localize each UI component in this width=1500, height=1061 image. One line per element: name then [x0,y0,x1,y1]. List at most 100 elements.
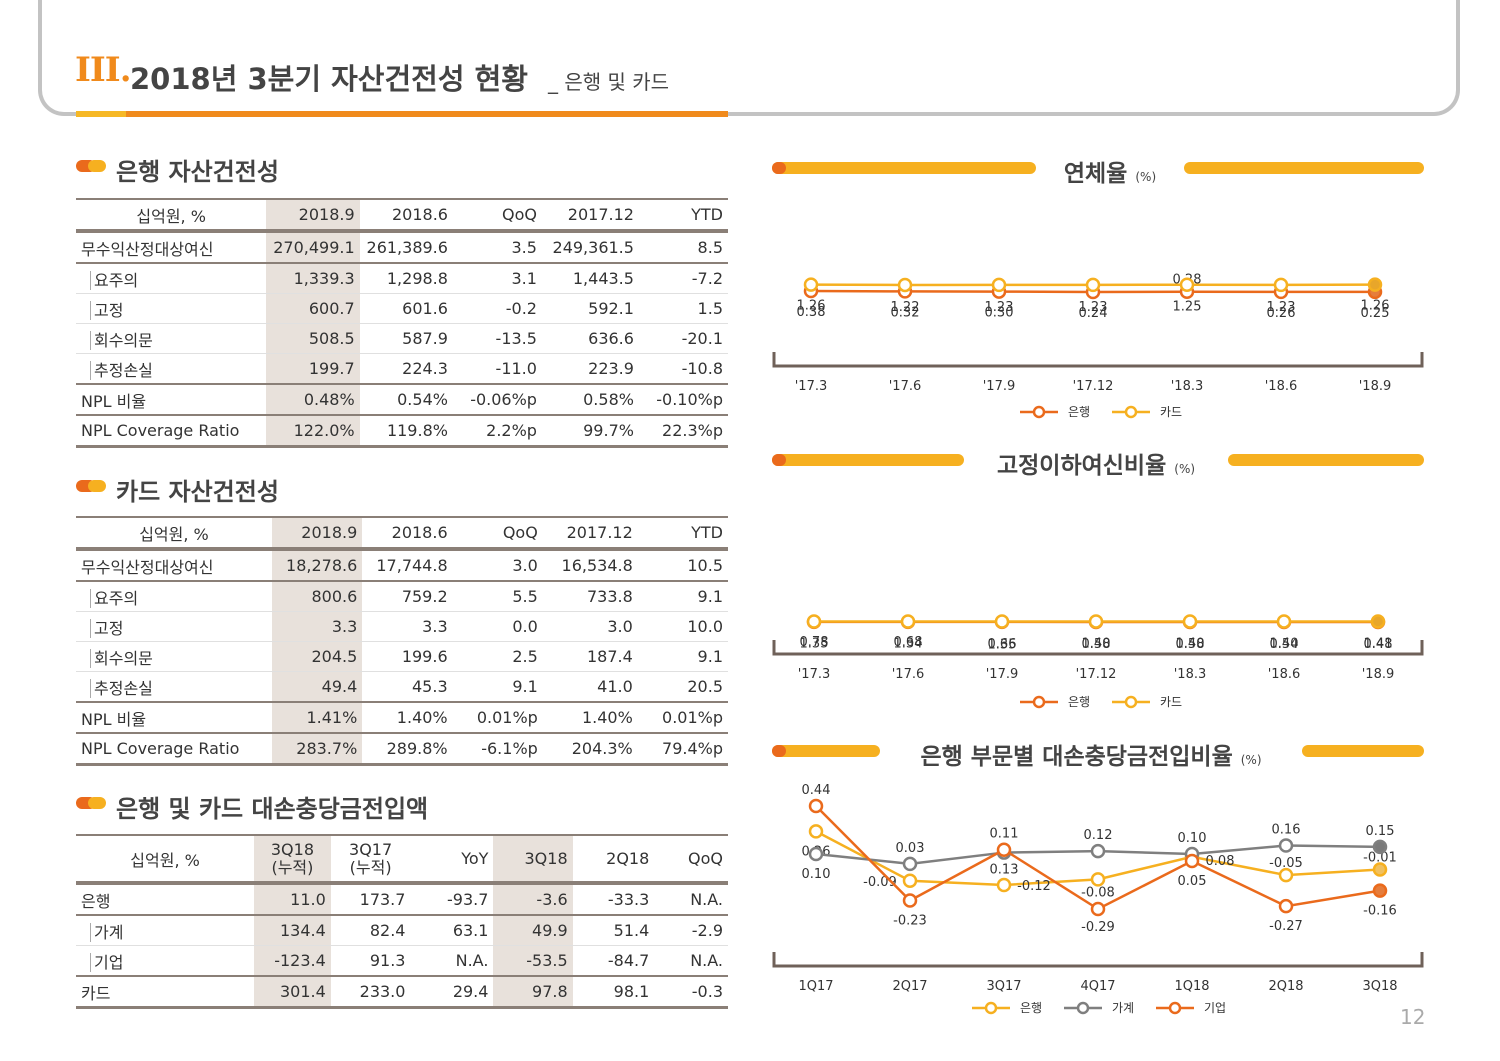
x-tick-label: 1Q18 [1174,979,1209,994]
x-tick-label: 1Q17 [798,979,833,994]
table-cell: N.A. [654,883,728,916]
table-cell: 10.5 [637,549,728,582]
data-point [1278,898,1294,914]
table-cell: 249,361.5 [541,231,639,264]
x-tick-label: '17.6 [892,667,925,682]
credit-cost-chart: 0.26-0.09-0.12-0.080.08-0.05-0.010.100.0… [772,783,1424,1015]
table-row: NPL 비율 0.48% 0.54% -0.06%p 0.58% -0.10%p [76,384,728,416]
data-point [1273,277,1289,293]
data-label: 1.23 [1079,300,1108,315]
section-number: III. [75,50,132,90]
row-label: 추정손실 [76,671,272,703]
legend-marker [1124,695,1138,709]
chart-title-delinquency: 연체율 (%) [1063,161,1157,187]
table-row: 추정손실 49.4 45.3 9.1 41.0 20.5 [76,671,728,703]
header-cell: 십억원, % [76,198,267,233]
header-cell: YTD [637,516,728,551]
legend-label: 카드 [1160,695,1182,709]
table-cell: 134.4 [254,915,331,946]
data-label: 0.24 [1079,306,1108,321]
data-point [1088,614,1104,629]
table-cell: 204.3% [542,733,638,766]
x-tick-label: '17.6 [889,379,922,394]
table-cell: 49.9 [493,915,573,946]
table-cell: 8.5 [638,231,728,264]
legend-label: 은행 [1068,404,1090,419]
data-label: 1.35 [988,637,1017,652]
chart-title-credit-cost: 은행 부문별 대손충당금전입비율 (%) [920,744,1262,770]
data-label: 0.03 [896,841,925,856]
x-tick-label: 3Q18 [1362,979,1397,994]
table-cell: 2.2%p [452,415,542,448]
data-label: 1.25 [1173,300,1202,315]
row-label: 회수의문 [76,323,267,354]
data-point [1367,277,1383,292]
data-point [1372,862,1388,877]
data-point [991,277,1007,293]
data-label: -0.08 [1081,885,1115,900]
table-cell: 3.5 [452,231,542,264]
legend-marker [984,1001,998,1015]
table-cell: 0.54% [359,384,453,416]
table-cell: 1.40% [362,702,453,734]
row-label: NPL Coverage Ratio [76,733,272,766]
title-bar-right [1228,454,1424,466]
row-label: 요주의 [76,581,272,612]
table-cell: 0.0 [452,611,543,642]
bullet-icon [76,160,106,172]
table-row: 추정손실 199.7 224.3 -11.0 223.9 -10.8 [76,353,728,385]
table-cell: -3.6 [493,883,573,916]
data-label: -0.01 [1363,850,1397,865]
x-tick-label: '17.3 [795,379,828,394]
data-point [1372,883,1388,898]
x-tick-label: '17.12 [1076,667,1117,682]
table-cell: -0.06%p [452,384,542,416]
legend-label: 카드 [1160,405,1182,419]
header-cell: QoQ [452,516,543,551]
header-cell: QoQ [654,834,728,885]
table-row: 카드 301.4 233.0 29.4 97.8 98.1 -0.3 [76,976,728,1009]
table-cell: 223.9 [541,353,639,385]
table-cell: 16,534.8 [542,549,638,582]
x-tick-label: 2Q18 [1268,979,1303,994]
table-cell: -20.1 [638,323,728,354]
row-label: 은행 [76,883,255,916]
table-cell: 5.5 [452,581,543,612]
table-cell: 800.6 [271,581,363,612]
data-label: 0.44 [802,783,831,798]
page-title: 2018년 3분기 자산건전성 현황 [130,62,528,96]
x-tick-label: '18.6 [1268,667,1301,682]
table-cell: -53.5 [493,945,573,977]
legend-label: 가계 [1112,1001,1134,1015]
header-cell: 3Q18 [493,834,573,885]
chart-title-npl: 고정이하여신비율 (%) [996,453,1196,479]
npl-ratio-chart: 0.78 0.68 0.66 0.58 0.58 0.54 0.48 1.35 1.34 1.35… [772,614,1424,709]
page-subtitle: _ 은행 및 카드 [548,70,670,94]
bullet-icon [76,480,106,492]
data-point [902,873,918,889]
table-cell: -7.2 [638,263,728,294]
table-cell: 0.01%p [452,702,543,734]
table-cell: -0.3 [654,976,728,1009]
table-cell: 9.1 [452,671,543,703]
bank-asset-quality-table: 십억원, % 2018.9 2018.6 QoQ 2017.12 YTD 무수익산정대상여신… [76,198,728,448]
data-point [902,893,918,908]
data-label: 0.58 [1082,637,1111,652]
table-cell: 592.1 [541,293,639,324]
table-cell: 601.6 [359,293,453,324]
data-label: 0.30 [985,306,1014,321]
data-label: 0.16 [1272,823,1301,838]
row-label: 회수의문 [76,641,272,672]
data-label: 1.40 [1082,636,1111,651]
data-label: 1.26 [1361,299,1390,314]
data-label: 0.12 [1084,828,1113,843]
data-point [1085,277,1101,293]
header-cell: 2018.6 [359,198,453,233]
table-cell: 233.0 [330,976,411,1009]
table-cell: 1.40% [542,702,638,734]
row-label: 가계 [76,915,255,946]
data-point [900,614,916,629]
table-cell: 0.58% [541,384,639,416]
table-cell: 20.5 [637,671,728,703]
table-cell: 204.5 [271,641,363,672]
